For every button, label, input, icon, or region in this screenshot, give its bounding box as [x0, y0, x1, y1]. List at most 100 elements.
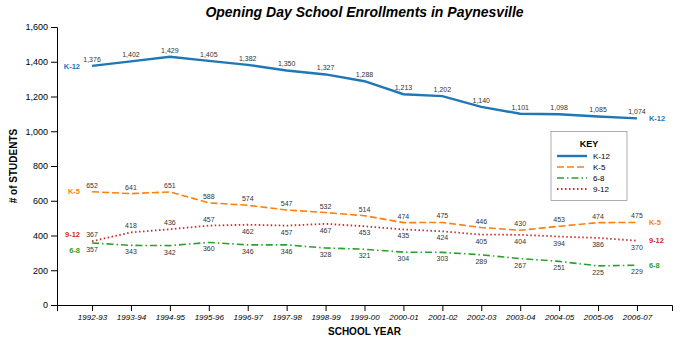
- x-tick-mark: [481, 305, 482, 311]
- data-label: 346: [242, 248, 254, 255]
- y-tick: 0: [43, 300, 57, 310]
- data-label: 424: [437, 234, 449, 241]
- data-label: 1,074: [628, 108, 646, 115]
- data-label: 457: [203, 216, 215, 223]
- data-label: 475: [437, 212, 449, 219]
- x-tick-label: 2005-06: [583, 313, 614, 322]
- data-label: 430: [514, 220, 526, 227]
- data-label: 574: [242, 195, 254, 202]
- data-label: 418: [125, 222, 137, 229]
- x-tick-mark: [209, 305, 210, 311]
- x-tick-mark: [403, 305, 404, 311]
- x-tick-mark: [520, 305, 521, 311]
- data-label: 1,213: [395, 84, 413, 91]
- x-tick: 1998-99: [311, 305, 341, 322]
- data-label: 304: [398, 255, 410, 262]
- x-tick: 2005-06: [583, 305, 614, 322]
- y-tick-mark: [51, 166, 57, 167]
- y-tick: 200: [33, 266, 57, 276]
- x-tick-label: 1997-98: [272, 313, 302, 322]
- plot: 02004006008001,0001,2001,4001,6001992-93…: [25, 22, 672, 321]
- data-label: 321: [359, 252, 371, 259]
- x-tick-label: 2006-07: [622, 313, 653, 322]
- data-label: 1,101: [511, 104, 529, 111]
- series-line: [92, 57, 637, 119]
- y-tick-label: 1,000: [25, 127, 48, 137]
- y-tick-label: 1,400: [25, 57, 48, 67]
- y-tick-mark: [51, 201, 57, 202]
- data-label: 303: [437, 255, 449, 262]
- data-label: 651: [164, 182, 176, 189]
- y-tick-mark: [51, 97, 57, 98]
- chart: 02004006008001,0001,2001,4001,6001992-93…: [0, 0, 684, 341]
- data-label: 360: [203, 245, 215, 252]
- y-tick-mark: [51, 270, 57, 271]
- legend: KEYK-12K-56-89-12: [551, 132, 627, 201]
- y-tick-label: 600: [33, 196, 48, 206]
- x-tick-label: 1992-93: [78, 313, 108, 322]
- y-tick-mark: [51, 305, 57, 306]
- data-label: 435: [398, 232, 410, 239]
- data-label: 547: [281, 200, 293, 207]
- data-label: 1,405: [200, 51, 218, 58]
- x-tick-label: 1996-97: [234, 313, 264, 322]
- legend-label: 6-8: [593, 174, 605, 183]
- x-tick: 1993-94: [117, 305, 147, 322]
- x-tick: 2003-04: [505, 305, 536, 322]
- data-label: 446: [475, 218, 487, 225]
- x-tick-mark: [92, 305, 93, 311]
- data-label: 1,402: [122, 51, 140, 58]
- data-label: 1,140: [473, 97, 491, 104]
- x-axis-line: [58, 306, 673, 312]
- series-end-label: K-12: [649, 114, 665, 123]
- y-tick-label: 0: [43, 300, 48, 310]
- x-tick-label: 1998-99: [311, 313, 341, 322]
- data-label: 357: [86, 246, 98, 253]
- data-label: 328: [320, 251, 332, 258]
- data-label: 474: [592, 213, 604, 220]
- data-label: 1,202: [434, 86, 452, 93]
- data-label: 436: [164, 219, 176, 226]
- x-tick-mark: [442, 305, 443, 311]
- x-tick-label: 1999-00: [350, 313, 380, 322]
- data-label: 405: [475, 238, 487, 245]
- legend-swatch: [557, 166, 587, 168]
- data-label: 474: [398, 213, 410, 220]
- data-label: 467: [320, 227, 332, 234]
- x-axis-title: SCHOOL YEAR: [328, 326, 402, 337]
- data-label: 641: [125, 184, 137, 191]
- x-tick: 2001-02: [427, 305, 458, 322]
- y-axis-line: [51, 28, 58, 306]
- x-tick-mark: [637, 305, 638, 311]
- legend-title: KEY: [580, 139, 599, 149]
- data-label: 1,429: [161, 47, 179, 54]
- x-tick-mark: [287, 305, 288, 311]
- y-tick-label: 200: [33, 266, 48, 276]
- x-tick-label: 2001-02: [427, 313, 458, 322]
- x-tick: 2002-03: [466, 305, 497, 322]
- y-tick-label: 1,600: [25, 22, 48, 32]
- data-label: 289: [475, 258, 487, 265]
- data-label: 1,382: [239, 55, 257, 62]
- data-label: 229: [631, 268, 643, 275]
- x-tick: 1992-93: [78, 305, 108, 322]
- data-label: 453: [359, 229, 371, 236]
- x-tick: 2006-07: [622, 305, 653, 322]
- y-tick-mark: [51, 236, 57, 237]
- x-tick-mark: [598, 305, 599, 311]
- data-labels: 1,3761,4021,4291,4051,3821,3501,3271,288…: [83, 47, 646, 276]
- data-label: 1,327: [317, 64, 335, 71]
- x-tick: 1999-00: [350, 305, 380, 322]
- legend-label: K-5: [593, 163, 606, 172]
- data-label: 453: [553, 216, 565, 223]
- y-tick-mark: [51, 27, 57, 28]
- series-end-label: 6-8: [649, 261, 660, 270]
- data-label: 367: [86, 231, 98, 238]
- x-tick: 1994-95: [156, 305, 186, 322]
- series-end-label: K-5: [649, 218, 661, 227]
- legend-swatch: [557, 177, 587, 179]
- x-tick-mark: [326, 305, 327, 311]
- x-tick-mark: [559, 305, 560, 311]
- data-label: 386: [592, 241, 604, 248]
- x-tick-label: 2004-05: [544, 313, 575, 322]
